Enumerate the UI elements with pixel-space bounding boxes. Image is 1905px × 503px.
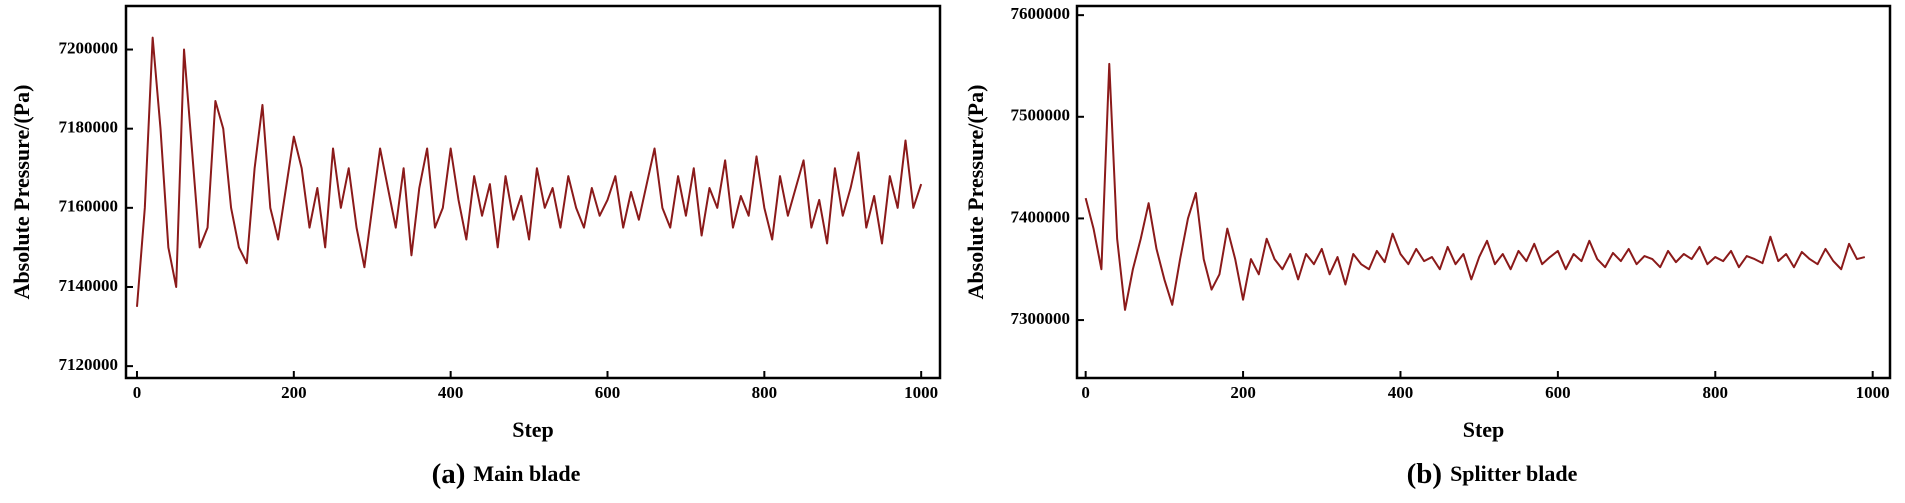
y-tick-label: 7120000 [59, 355, 119, 374]
y-axis-title: Absolute Pressure/(Pa) [963, 85, 988, 300]
y-tick-label: 7400000 [1011, 207, 1071, 226]
x-tick-label: 400 [1388, 383, 1414, 402]
x-tick-label: 400 [438, 383, 464, 402]
x-tick-label: 600 [1545, 383, 1571, 402]
caption: (a) Main blade [432, 458, 581, 490]
plot-frame [1075, 4, 1892, 380]
y-tick-label: 7160000 [59, 197, 119, 216]
caption-label: (a) [432, 458, 466, 490]
x-axis-title: Step [1463, 417, 1505, 442]
x-tick-label: 1000 [904, 383, 938, 402]
caption-text: Splitter blade [1450, 461, 1578, 486]
y-tick-label: 7180000 [59, 118, 119, 137]
y-tick-label: 7500000 [1011, 106, 1071, 125]
y-tick-label: 7600000 [1011, 4, 1071, 23]
x-tick-label: 0 [1081, 383, 1090, 402]
data-line [135, 36, 923, 307]
y-axis-title: Absolute Pressure/(Pa) [9, 85, 34, 300]
data-line [1084, 62, 1866, 311]
y-tick-label: 7200000 [59, 38, 119, 57]
chart: 0 200 400 600 800 1000 7120000 7140000 7160000 71… [9, 4, 942, 490]
x-tick-label: 800 [1703, 383, 1729, 402]
y-tick-label: 7300000 [1011, 309, 1071, 328]
x-tick-label: 200 [281, 383, 307, 402]
y-tick-label: 7140000 [59, 276, 119, 295]
x-tick-label: 600 [595, 383, 621, 402]
x-tick-label: 200 [1230, 383, 1256, 402]
caption: (b) Splitter blade [1407, 458, 1578, 490]
plot-frame [124, 4, 942, 380]
x-tick-label: 1000 [1856, 383, 1890, 402]
caption-text: Main blade [473, 461, 580, 486]
x-tick-label: 0 [133, 383, 142, 402]
x-tick-label: 800 [752, 383, 778, 402]
caption-label: (b) [1407, 458, 1442, 490]
x-axis-title: Step [512, 417, 554, 442]
chart: 0 200 400 600 800 1000 7300000 7400000 7500000 76… [963, 4, 1892, 490]
